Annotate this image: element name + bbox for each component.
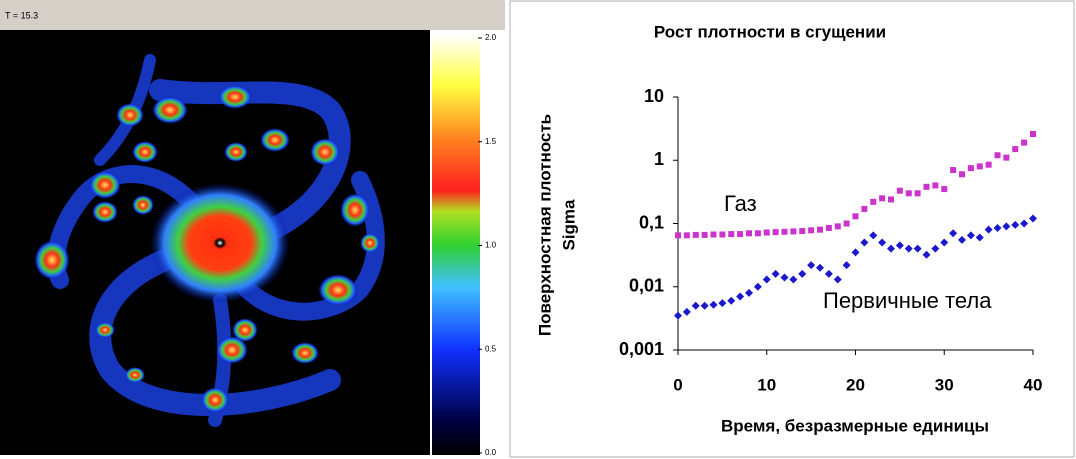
- point: [870, 199, 876, 205]
- point: [675, 232, 681, 238]
- point: [1030, 131, 1036, 137]
- x-tick-label: 30: [935, 375, 954, 394]
- x-tick-label: 0: [673, 375, 682, 394]
- point: [719, 232, 725, 238]
- point: [1003, 155, 1009, 161]
- colorbar-tick-label: 2.0: [485, 33, 497, 42]
- y-tick-label: 1: [654, 149, 664, 169]
- core: [150, 183, 290, 303]
- colorbar-ticks: 2.0 1.5 1.0 0.5 0.0: [478, 33, 497, 457]
- colorbar-tick-label: 0.0: [485, 448, 497, 457]
- y-tick-label: 10: [644, 86, 664, 106]
- point: [995, 152, 1001, 158]
- colorbar: [432, 35, 480, 455]
- simulation-panel: T = 15.3 2.0 1.5 1.0 0.5 0.0: [0, 0, 505, 457]
- point: [986, 162, 992, 168]
- point: [879, 195, 885, 201]
- x-axis-label: Время, безразмерные единицы: [721, 416, 989, 435]
- y-tick-label: 0,01: [629, 276, 664, 296]
- y-axis-label: Sigma: [559, 199, 578, 251]
- point: [853, 213, 859, 219]
- point: [861, 206, 867, 212]
- point: [941, 186, 947, 192]
- point: [702, 232, 708, 238]
- point: [808, 227, 814, 233]
- point: [737, 231, 743, 237]
- point: [977, 163, 983, 169]
- page: T = 15.3 2.0 1.5 1.0 0.5 0.0 Рост плотности …: [0, 0, 1076, 459]
- caption: T = 15.3: [5, 10, 38, 20]
- y-tick-label: 0,1: [639, 212, 664, 232]
- point: [684, 232, 690, 238]
- point: [959, 171, 965, 177]
- point: [817, 227, 823, 233]
- x-tick-label: 20: [846, 375, 865, 394]
- point: [764, 230, 770, 236]
- point: [746, 230, 752, 236]
- y-axis-label: Поверхностная плотность: [535, 114, 554, 336]
- point: [835, 223, 841, 229]
- point: [915, 190, 921, 196]
- point: [728, 231, 734, 237]
- colorbar-tick-label: 1.0: [485, 241, 497, 250]
- x-tick-label: 10: [757, 375, 776, 394]
- point: [790, 228, 796, 234]
- figure: T = 15.3 2.0 1.5 1.0 0.5 0.0 Рост плотности …: [0, 0, 1076, 459]
- chart-title: Рост плотности в сгущении: [654, 22, 886, 41]
- colorbar-tick-label: 1.5: [485, 137, 497, 146]
- series-label: Газ: [724, 191, 757, 216]
- colorbar-tick-label: 0.5: [485, 344, 497, 353]
- x-tick-label: 40: [1024, 375, 1043, 394]
- point: [932, 182, 938, 188]
- point: [1012, 146, 1018, 152]
- point: [711, 232, 717, 238]
- point: [950, 167, 956, 173]
- point: [773, 229, 779, 235]
- series-label: Первичные тела: [823, 288, 992, 313]
- point: [755, 230, 761, 236]
- point: [1021, 140, 1027, 146]
- point: [888, 196, 894, 202]
- point: [906, 190, 912, 196]
- point: [924, 184, 930, 190]
- point: [799, 228, 805, 234]
- caption-bar: [0, 0, 505, 30]
- point: [693, 232, 699, 238]
- point: [844, 221, 850, 227]
- point: [968, 165, 974, 171]
- point: [897, 188, 903, 194]
- y-tick-label: 0,001: [619, 339, 664, 359]
- point: [826, 225, 832, 231]
- point: [782, 229, 788, 235]
